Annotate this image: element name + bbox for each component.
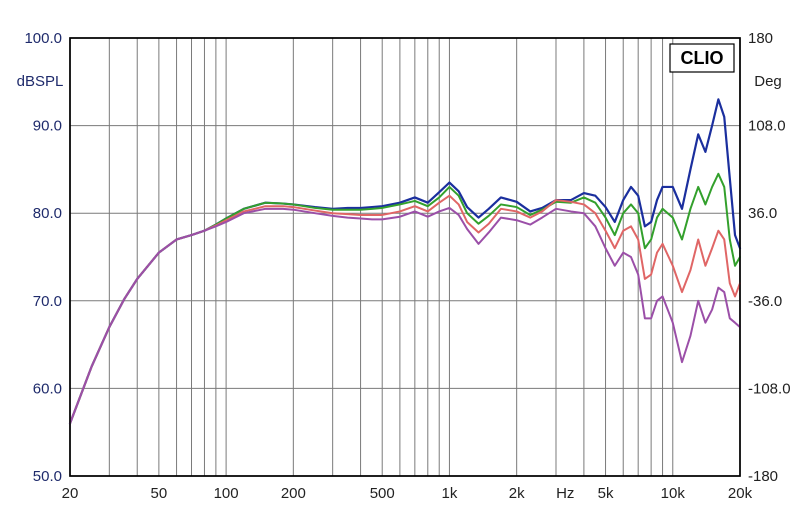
x-tick-label: Hz: [556, 485, 574, 502]
y-left-tick-label: 60.0: [33, 380, 62, 397]
y-right-tick-label: -36.0: [748, 293, 782, 310]
y-right-tick-label: 180: [748, 30, 773, 47]
x-tick-label: 50: [151, 485, 168, 502]
x-tick-label: 1k: [442, 485, 458, 502]
y-right-unit: Deg: [754, 73, 782, 90]
y-left-unit: dBSPL: [17, 73, 64, 90]
x-tick-label: 500: [370, 485, 395, 502]
y-right-tick-label: 108.0: [748, 118, 786, 135]
x-tick-label: 5k: [598, 485, 614, 502]
x-tick-label: 200: [281, 485, 306, 502]
y-left-tick-label: 80.0: [33, 205, 62, 222]
plot-area: [70, 38, 740, 476]
x-tick-label: 20: [62, 485, 79, 502]
y-left-tick-label: 90.0: [33, 118, 62, 135]
y-left-tick-label: 70.0: [33, 293, 62, 310]
logo-text: CLIO: [681, 48, 724, 68]
y-right-tick-label: -108.0: [748, 380, 791, 397]
y-left-tick-label: 50.0: [33, 468, 62, 485]
x-tick-label: 20k: [728, 485, 753, 502]
x-tick-label: 100: [214, 485, 239, 502]
y-right-tick-label: -180: [748, 468, 778, 485]
y-right-tick-label: 36.0: [748, 205, 777, 222]
x-tick-label: 2k: [509, 485, 525, 502]
y-left-tick-label: 100.0: [24, 30, 62, 47]
x-tick-label: 10k: [661, 485, 686, 502]
frequency-response-chart: 20 50 100 200 500 1k 2k Hz 5k 10k 20k 50.0 60.0 70.0 8…: [0, 0, 800, 512]
